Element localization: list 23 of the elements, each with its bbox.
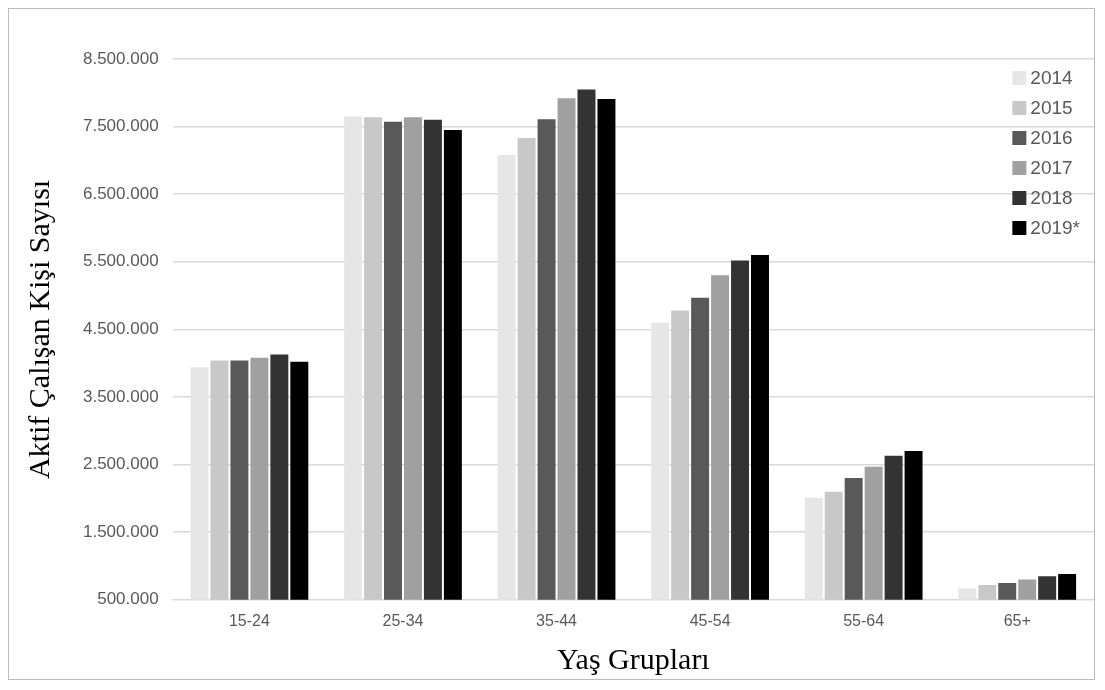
x-tick-label: 25-34 [382, 611, 424, 629]
y-tick-label: 7.500.000 [82, 116, 159, 136]
y-tick-label: 8.500.000 [82, 48, 159, 68]
y-tick-label: 3.500.000 [82, 386, 159, 406]
legend-label: 2017 [1030, 157, 1073, 179]
x-tick-label: 65+ [1003, 611, 1031, 629]
x-axis-title: Yaş Grupları [556, 641, 710, 675]
legend-label: 2014 [1030, 67, 1074, 89]
y-tick-label: 500.000 [97, 589, 159, 609]
legend-label: 2015 [1030, 97, 1073, 119]
y-tick-label: 6.500.000 [82, 183, 159, 203]
y-tick-label: 5.500.000 [82, 251, 159, 271]
y-axis-title: Aktif Çalışan Kişi Sayısı [21, 179, 55, 479]
x-tick-label: 15-24 [228, 611, 270, 629]
legend-label: 2019* [1030, 217, 1081, 239]
legend-label: 2018 [1030, 187, 1073, 209]
y-tick-label: 4.500.000 [82, 319, 159, 339]
x-tick-label: 55-64 [843, 611, 885, 629]
y-tick-label: 1.500.000 [82, 521, 159, 541]
legend-label: 2016 [1030, 127, 1073, 149]
x-tick-label: 35-44 [536, 611, 578, 629]
x-tick-label: 45-54 [689, 611, 731, 629]
y-tick-label: 2.500.000 [82, 454, 159, 474]
